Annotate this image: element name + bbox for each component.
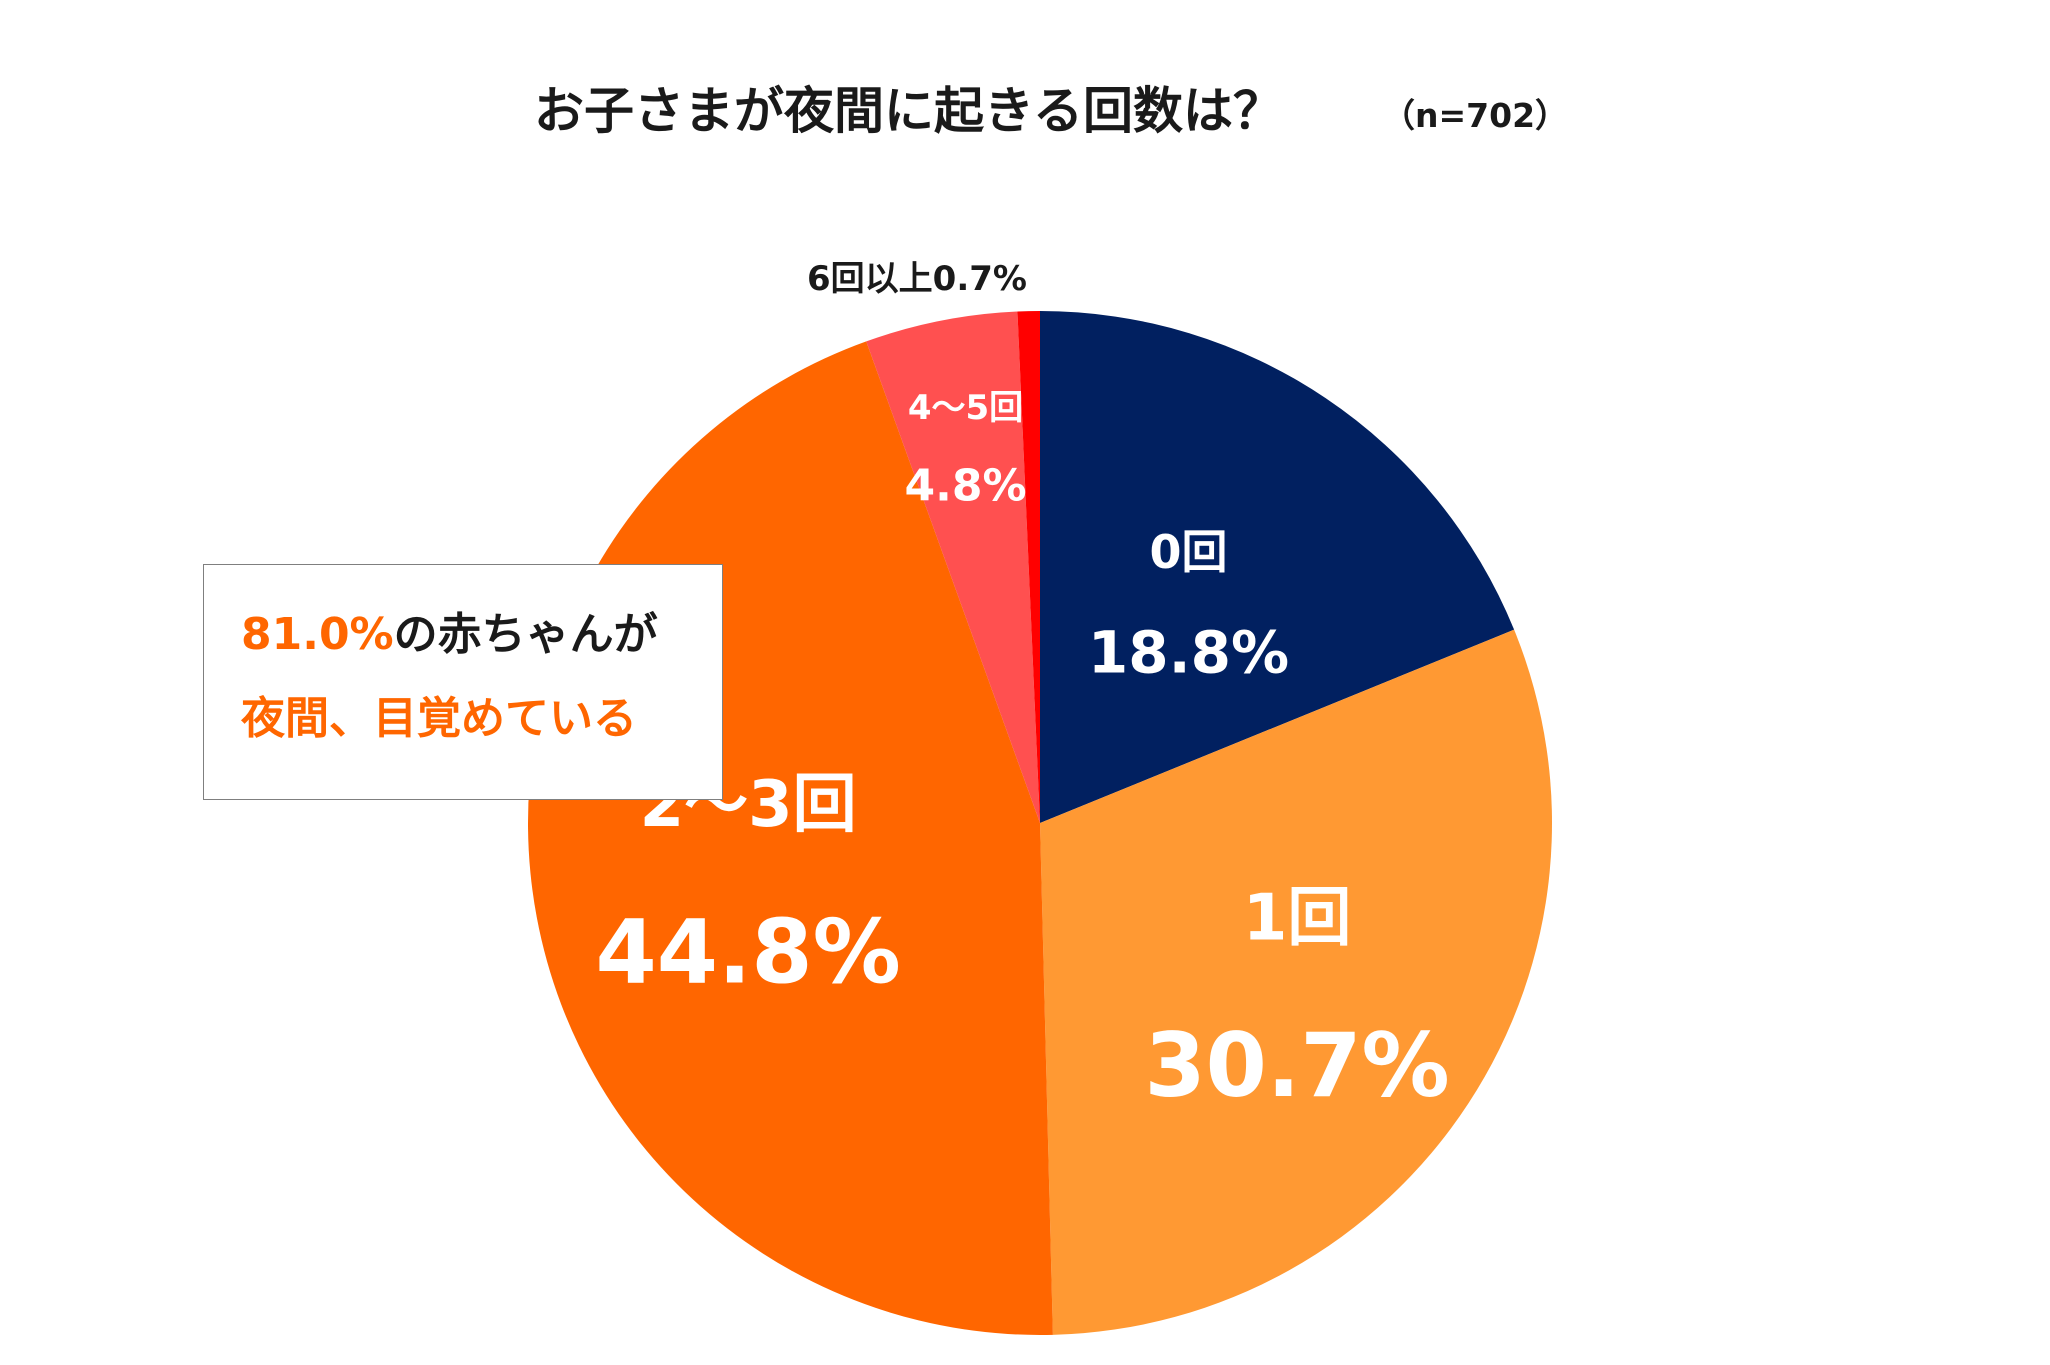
pie-slice-6-plus: [1017, 311, 1040, 823]
chart-title: お子さまが夜間に起きる回数は？: [534, 82, 1283, 140]
callout-line-2: 夜間、目覚めている: [241, 693, 637, 744]
pie-slice-4-5-category-label: 4～5回: [908, 388, 1023, 428]
callout-text: の赤ちゃんが: [393, 609, 658, 660]
pie-slice-4-5: [866, 311, 1040, 823]
pie-slice-1: [1040, 629, 1552, 1335]
slice-label-6-plus: 6回以上0.7%: [807, 259, 1027, 299]
pie-slice-0-value-label: 18.8%: [1088, 618, 1289, 686]
pie-slice-1-category-label: 1回: [1243, 882, 1352, 956]
callout-percentage: 81.0%: [241, 609, 394, 660]
pie-slice-1-value-label: 30.7%: [1144, 1014, 1449, 1117]
pie-slice-0-category-label: 0回: [1150, 525, 1228, 579]
sample-size: （n=702）: [1382, 96, 1568, 135]
pie-slice-0: [1040, 311, 1515, 823]
callout-line-1: 81.0%の赤ちゃんが: [241, 593, 722, 677]
pie-slice-4-5-value-label: 4.8%: [905, 461, 1027, 512]
pie-slice-2-3-value-label: 44.8%: [595, 901, 900, 1004]
callout-box: 81.0%の赤ちゃんが 夜間、目覚めている: [203, 564, 723, 800]
